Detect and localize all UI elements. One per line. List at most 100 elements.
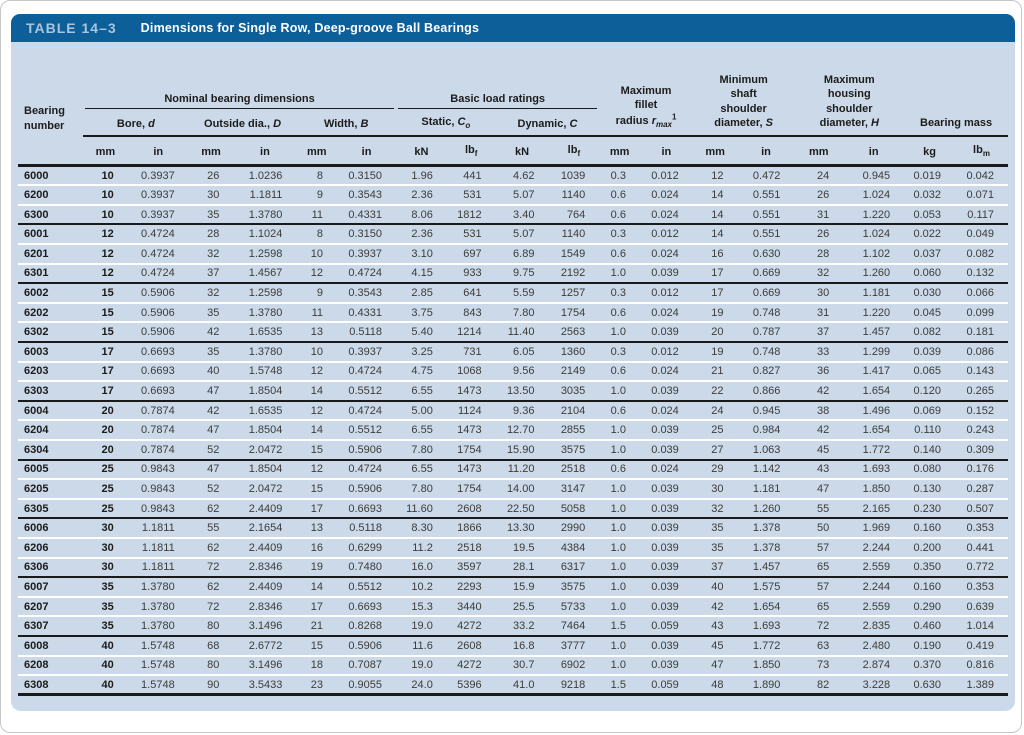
table-cell: 0.039	[639, 577, 693, 598]
table-cell: 0.945	[737, 400, 795, 422]
table-cell: 0.024	[639, 204, 693, 226]
table-cell: 0.039	[904, 342, 955, 363]
bearing-number-cell: 6305	[18, 498, 84, 520]
table-cell: 2.244	[843, 577, 905, 598]
table-cell: 40	[83, 655, 128, 677]
table-cell: 72	[188, 596, 234, 618]
unit-spacer	[18, 136, 84, 168]
table-cell: 0.049	[954, 224, 1008, 246]
bearing-number-cell: 6204	[18, 420, 84, 441]
table-cell: 1.693	[843, 459, 905, 481]
bearing-number-cell: 6208	[18, 655, 84, 677]
table-row: 6008 40 1.5748 68 2.6772 15 0.5906 11.6 2608 16.8…	[18, 635, 1008, 657]
table-cell: 0.6	[599, 361, 640, 383]
table-cell: 0.3937	[337, 342, 397, 363]
table-cell: 11.60	[396, 498, 447, 520]
table-cell: 9.56	[495, 361, 549, 383]
table-cell: 0.3150	[337, 165, 397, 187]
table-cell: 1473	[446, 381, 496, 402]
table-cell: 35	[83, 577, 128, 598]
table-cell: 19.0	[396, 616, 447, 637]
table-cell: 7.80	[495, 302, 549, 324]
table-cell: 0.639	[954, 596, 1008, 618]
table-cell: 1.693	[737, 616, 795, 637]
table-cell: 2518	[548, 459, 600, 481]
table-cell: 0.7480	[337, 557, 397, 579]
table-cell: 2.165	[843, 498, 905, 520]
unit-label: lbm	[954, 136, 1008, 168]
table-cell: 40	[83, 635, 128, 657]
table-cell: 11	[296, 302, 338, 324]
table-row: 6001 12 0.4724 28 1.1024 8 0.3150 2.36 531 5.07 11…	[18, 224, 1008, 246]
table-cell: 5058	[548, 498, 600, 520]
table-cell: 0.4331	[337, 302, 397, 324]
table-cell: 0.5512	[337, 381, 397, 402]
unit-label: kg	[904, 136, 955, 168]
table-cell: 0.132	[954, 263, 1008, 285]
table-cell: 0.039	[639, 322, 693, 344]
table-cell: 1.2598	[233, 283, 297, 304]
table-cell: 0.6693	[337, 498, 397, 520]
table-cell: 1549	[548, 244, 600, 265]
table-cell: 12.70	[495, 420, 549, 441]
table-cell: 0.5906	[337, 440, 397, 461]
table-cell: 0.012	[639, 224, 693, 246]
table-cell: 1.0	[599, 557, 640, 579]
table-cell: 15	[296, 479, 338, 500]
bearing-number-cell: 6001	[18, 224, 84, 246]
bearing-number-cell: 6004	[18, 400, 84, 422]
bearing-number-header: Bearing number	[18, 48, 83, 136]
table-cell: 16	[692, 244, 738, 265]
table-cell: 0.069	[904, 400, 955, 422]
table-cell: 10	[83, 165, 128, 187]
table-cell: 0.143	[954, 361, 1008, 383]
table-cell: 1039	[548, 165, 600, 187]
table-cell: 2.874	[843, 655, 905, 677]
shaft-shoulder-header: Minimum shaft shoulder diameter, S	[692, 48, 795, 137]
table-cell: 1754	[446, 440, 496, 461]
table-cell: 1.2598	[233, 244, 297, 265]
table-cell: 63	[794, 635, 844, 657]
table-cell: 0.110	[904, 420, 955, 441]
table-row: 6208 40 1.5748 80 3.1496 18 0.7087 19.0 4272 30.7…	[18, 655, 1008, 677]
column-subheader: Bore, d	[83, 112, 189, 137]
table-cell: 0.071	[954, 185, 1008, 206]
unit-label: kN	[495, 136, 549, 168]
table-cell: 47	[188, 381, 234, 402]
table-cell: 1.220	[843, 204, 905, 226]
table-cell: 0.152	[954, 400, 1008, 422]
table-cell: 0.290	[904, 596, 955, 618]
table-cell: 21	[692, 361, 738, 383]
table-cell: 4272	[446, 616, 496, 637]
table-cell: 1754	[446, 479, 496, 500]
table-cell: 22.50	[495, 498, 549, 520]
table-cell: 26	[794, 224, 844, 246]
table-cell: 0.4724	[127, 263, 189, 285]
table-row: 6200 10 0.3937 30 1.1811 9 0.3543 2.36 531 5.07 11…	[18, 185, 1008, 206]
table-cell: 0.9843	[127, 479, 189, 500]
table-cell: 28.1	[495, 557, 549, 579]
table-cell: 14	[296, 381, 338, 402]
table-cell: 0.419	[954, 635, 1008, 657]
table-cell: 0.772	[954, 557, 1008, 579]
table-cell: 0.065	[904, 361, 955, 383]
bearing-number-cell: 6006	[18, 518, 84, 539]
table-cell: 0.5512	[337, 577, 397, 598]
table-cell: 1.024	[843, 224, 905, 246]
table-cell: 2.0472	[233, 440, 297, 461]
table-cell: 2.835	[843, 616, 905, 637]
table-cell: 19.0	[396, 655, 447, 677]
table-cell: 0.5906	[127, 302, 189, 324]
table-cell: 0.787	[737, 322, 795, 344]
table-cell: 37	[794, 322, 844, 344]
table-cell: 1.142	[737, 459, 795, 481]
table-cell: 0.160	[904, 577, 955, 598]
table-cell: 0.7874	[127, 440, 189, 461]
table-cell: 2.480	[843, 635, 905, 657]
table-cell: 3.10	[396, 244, 447, 265]
table-cell: 31	[794, 302, 844, 324]
table-cell: 6.55	[396, 381, 447, 402]
table-cell: 19	[692, 302, 738, 324]
table-row: 6301 12 0.4724 37 1.4567 12 0.4724 4.15 933 9.75 2…	[18, 263, 1008, 285]
